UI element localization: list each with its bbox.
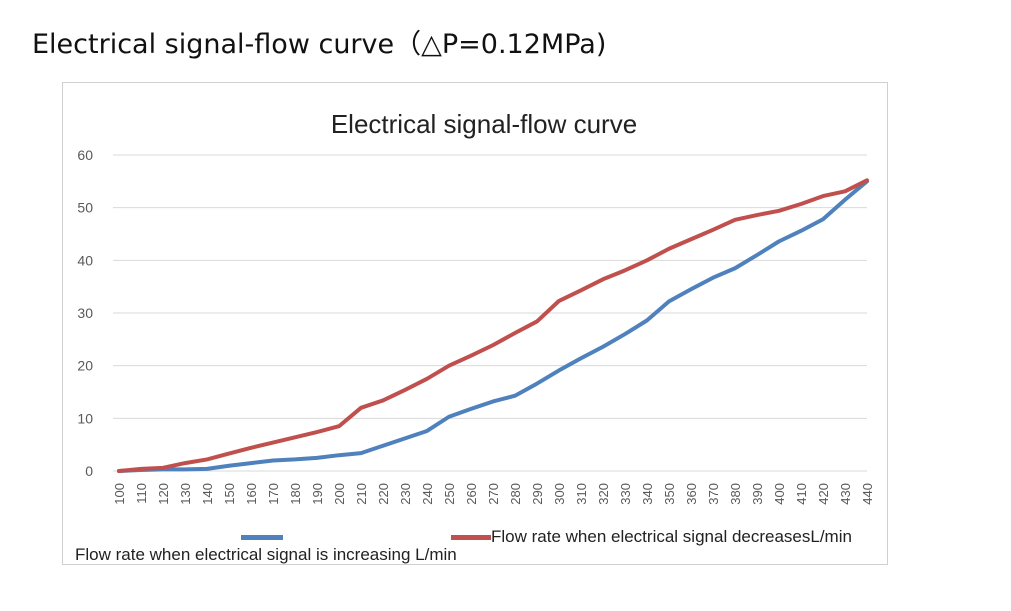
legend-swatch-decreasing: [451, 535, 491, 540]
x-tick-label: 260: [464, 483, 479, 505]
y-tick-label: 30: [77, 305, 93, 321]
x-tick-label: 130: [178, 483, 193, 505]
x-tick-label: 370: [706, 483, 721, 505]
x-tick-label: 420: [816, 483, 831, 505]
y-tick-label: 20: [77, 358, 93, 374]
page-title: Electrical signal-flow curve（△P=0.12MPa): [32, 29, 607, 60]
x-tick-label: 190: [310, 483, 325, 505]
x-tick-label: 270: [486, 483, 501, 505]
series-line-decreasing: [117, 178, 869, 473]
legend-label-decreasing: Flow rate when electrical signal decreas…: [491, 527, 852, 546]
y-axis-ticks: 0 10 20 30 40 50 60: [77, 147, 93, 479]
x-tick-label: 320: [596, 483, 611, 505]
legend-swatch-increasing: [241, 535, 283, 540]
x-tick-label: 440: [860, 483, 875, 505]
x-tick-label: 100: [112, 483, 127, 505]
x-tick-label: 430: [838, 483, 853, 505]
y-tick-label: 0: [85, 463, 93, 479]
x-tick-label: 290: [530, 483, 545, 505]
x-tick-label: 380: [728, 483, 743, 505]
x-tick-label: 390: [750, 483, 765, 505]
line-chart: 0 10 20 30 40 50 60 100 110 120 130 140 150 160 170 18…: [77, 109, 875, 505]
x-tick-label: 220: [376, 483, 391, 505]
x-axis-ticks: 100 110 120 130 140 150 160 170 180 190 200 210 220 2…: [112, 483, 875, 505]
x-tick-label: 180: [288, 483, 303, 505]
y-tick-label: 50: [77, 200, 93, 216]
y-tick-label: 60: [77, 147, 93, 163]
series-lines: [117, 178, 869, 473]
x-tick-label: 280: [508, 483, 523, 505]
x-tick-label: 150: [222, 483, 237, 505]
grid-lines: [113, 154, 867, 472]
x-tick-label: 300: [552, 483, 567, 505]
y-tick-label: 10: [77, 410, 93, 426]
x-tick-label: 240: [420, 483, 435, 505]
x-tick-label: 170: [266, 483, 281, 505]
x-tick-label: 230: [398, 483, 413, 505]
y-tick-label: 40: [77, 252, 93, 268]
x-tick-label: 140: [200, 483, 215, 505]
x-tick-label: 200: [332, 483, 347, 505]
x-tick-label: 310: [574, 483, 589, 505]
x-tick-label: 360: [684, 483, 699, 505]
chart-frame: 0 10 20 30 40 50 60 100 110 120 130 140 150 160 170 18…: [62, 82, 888, 565]
series-line-increasing: [117, 179, 869, 473]
x-tick-label: 250: [442, 483, 457, 505]
legend-label-increasing: Flow rate when electrical signal is incr…: [75, 545, 457, 564]
x-tick-label: 210: [354, 483, 369, 505]
x-tick-label: 400: [772, 483, 787, 505]
x-tick-label: 330: [618, 483, 633, 505]
x-tick-label: 410: [794, 483, 809, 505]
chart-title: Electrical signal-flow curve: [331, 109, 637, 139]
x-tick-label: 340: [640, 483, 655, 505]
x-tick-label: 350: [662, 483, 677, 505]
x-tick-label: 120: [156, 483, 171, 505]
x-tick-label: 160: [244, 483, 259, 505]
x-tick-label: 110: [134, 483, 149, 504]
